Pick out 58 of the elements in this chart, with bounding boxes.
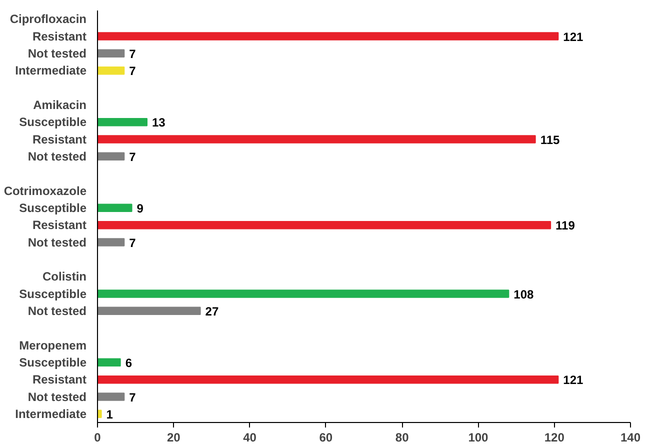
data-label: 9 xyxy=(136,201,144,216)
bar xyxy=(98,375,559,384)
bar xyxy=(98,392,125,401)
bar xyxy=(98,204,132,212)
y-tick-label: Colistin xyxy=(42,270,86,284)
y-tick-label: Amikacin xyxy=(33,98,87,112)
bar xyxy=(98,152,125,161)
data-label: 115 xyxy=(540,132,560,147)
data-label: 7 xyxy=(129,46,136,61)
data-label: 1 xyxy=(106,407,114,422)
y-tick-label: Not tested xyxy=(28,46,86,60)
x-tick-label: 0 xyxy=(94,430,102,444)
data-label: 6 xyxy=(125,356,132,370)
bar xyxy=(98,410,102,418)
bar xyxy=(98,118,148,126)
bar xyxy=(98,220,552,230)
bar xyxy=(98,32,559,40)
data-label: 121 xyxy=(563,373,584,388)
bar xyxy=(98,238,125,246)
y-tick-label: Resistant xyxy=(32,132,87,146)
x-tick-label: 140 xyxy=(620,430,641,444)
y-tick-label: Not tested xyxy=(28,149,86,164)
y-tick-label: Resistant xyxy=(32,372,87,387)
x-tick-label: 60 xyxy=(319,430,333,444)
bar xyxy=(98,290,510,298)
y-tick-label: Not tested xyxy=(28,304,86,318)
y-tick-label: Cotrimoxazole xyxy=(4,184,87,198)
y-tick-label: Ciprofloxacin xyxy=(10,12,87,26)
x-tick-label: 80 xyxy=(395,430,410,444)
y-tick-label: Intermediate xyxy=(15,64,87,78)
bar xyxy=(98,49,125,58)
data-label: 13 xyxy=(152,116,166,130)
x-tick-label: 20 xyxy=(166,430,181,444)
y-tick-label: Susceptible xyxy=(19,286,87,301)
y-tick-label: Meropenem xyxy=(19,338,87,352)
data-label: 7 xyxy=(129,150,136,164)
y-tick-label: Intermediate xyxy=(15,406,87,421)
x-tick-label: 40 xyxy=(243,430,257,444)
bar xyxy=(98,306,201,316)
data-label: 108 xyxy=(514,287,534,302)
y-tick-label: Not tested xyxy=(28,235,86,250)
data-label: 121 xyxy=(563,30,584,44)
x-tick-label: 100 xyxy=(468,430,489,444)
bar xyxy=(98,358,121,367)
y-tick-label: Resistant xyxy=(32,218,87,232)
y-tick-label: Susceptible xyxy=(19,200,87,215)
data-label: 27 xyxy=(205,304,219,318)
y-tick-label: Susceptible xyxy=(19,115,87,130)
y-tick-label: Not tested xyxy=(28,390,86,404)
data-label: 119 xyxy=(556,218,576,233)
bar xyxy=(98,135,536,144)
data-label: 7 xyxy=(129,64,136,78)
data-label: 7 xyxy=(129,236,136,250)
data-label: 7 xyxy=(129,390,136,404)
x-tick-label: 120 xyxy=(544,430,565,444)
bar xyxy=(98,66,125,75)
y-tick-label: Resistant xyxy=(32,29,87,44)
y-tick-label: Susceptible xyxy=(19,355,87,370)
